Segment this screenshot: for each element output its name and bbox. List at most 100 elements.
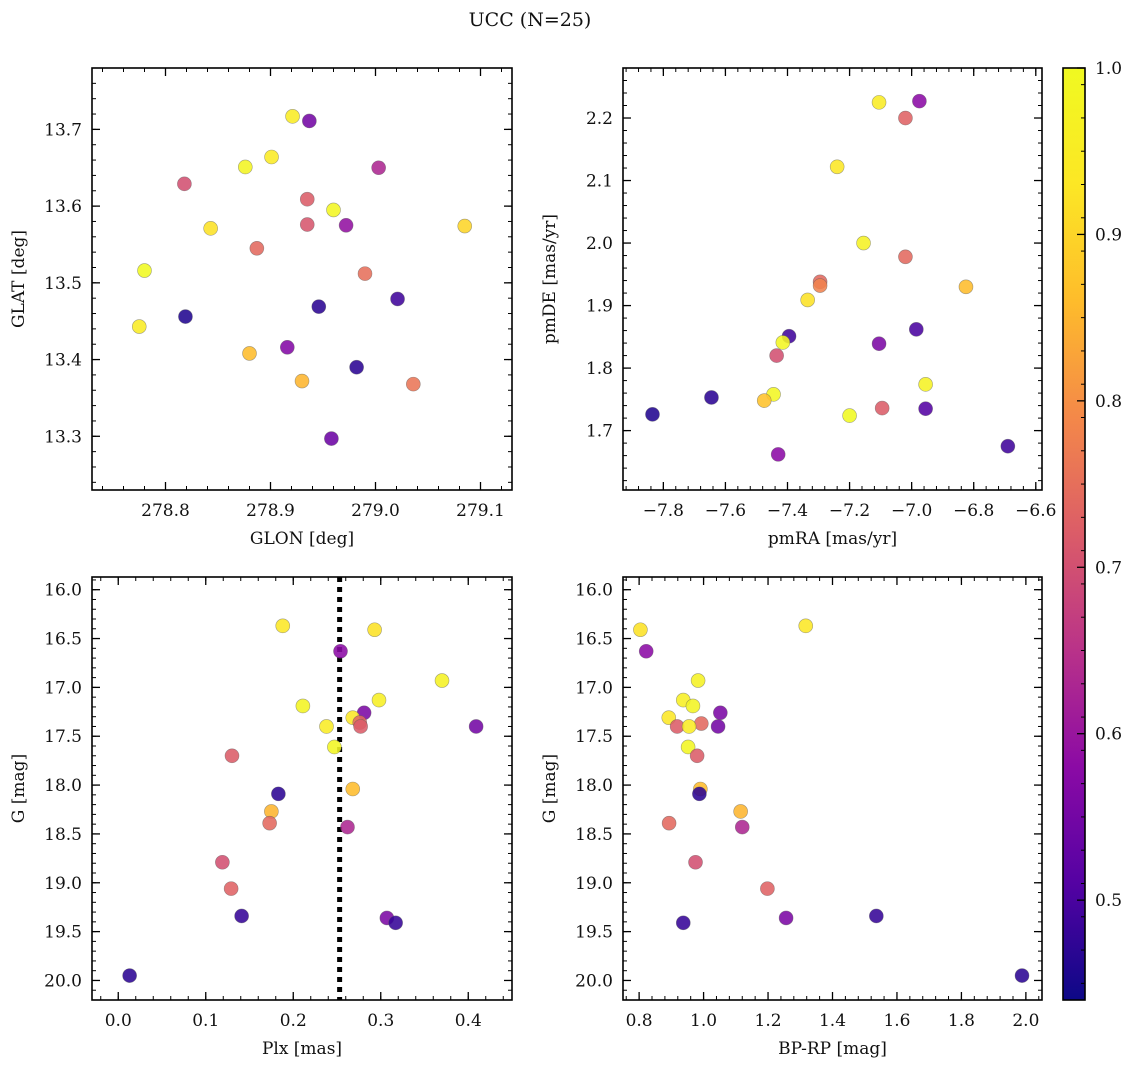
x-tick-label: −6.8 bbox=[953, 501, 994, 521]
y-tick-label: 17.5 bbox=[44, 727, 82, 747]
data-point bbox=[733, 804, 748, 819]
data-point bbox=[958, 279, 974, 295]
data-point bbox=[319, 719, 334, 734]
x-tick-label: 0.2 bbox=[280, 1011, 307, 1031]
x-tick-label: 1.6 bbox=[883, 1011, 910, 1031]
data-point bbox=[357, 266, 373, 281]
data-point bbox=[223, 881, 239, 896]
data-point bbox=[918, 377, 933, 392]
data-point bbox=[769, 348, 784, 363]
y-tick-label: 13.4 bbox=[44, 351, 82, 371]
data-point bbox=[689, 748, 705, 764]
data-point bbox=[778, 910, 794, 926]
data-point bbox=[710, 719, 726, 734]
x-axis-label: GLON [deg] bbox=[250, 529, 354, 549]
y-tick-label: 18.5 bbox=[44, 825, 82, 845]
data-point bbox=[238, 159, 253, 175]
data-point bbox=[299, 191, 315, 207]
data-point bbox=[798, 618, 814, 634]
y-tick-label: 17.5 bbox=[575, 727, 613, 747]
data-point bbox=[349, 359, 364, 375]
data-point bbox=[1014, 968, 1030, 983]
plot-frame bbox=[622, 67, 1043, 491]
data-point bbox=[324, 431, 339, 446]
x-tick-label: 278.9 bbox=[246, 501, 295, 521]
x-tick-label: −7.2 bbox=[829, 501, 870, 521]
x-tick-label: 1.0 bbox=[690, 1011, 717, 1031]
data-point bbox=[713, 705, 728, 721]
y-tick-label: 1.8 bbox=[586, 359, 613, 379]
data-point bbox=[734, 819, 750, 835]
x-tick-label: −7.8 bbox=[643, 501, 684, 521]
data-point bbox=[688, 854, 703, 870]
y-axis-label: pmDE [mas/yr] bbox=[540, 214, 560, 344]
y-tick-label: 1.7 bbox=[586, 422, 613, 442]
y-tick-label: 19.5 bbox=[44, 923, 82, 943]
x-tick-label: −7.6 bbox=[705, 501, 746, 521]
y-tick-label: 19.5 bbox=[575, 923, 613, 943]
data-point bbox=[645, 407, 660, 422]
data-point bbox=[275, 618, 291, 634]
y-tick-label: 16.0 bbox=[575, 581, 613, 601]
data-point bbox=[224, 748, 240, 764]
data-point bbox=[388, 915, 403, 931]
data-point bbox=[661, 815, 677, 831]
data-point bbox=[692, 786, 707, 802]
data-point bbox=[775, 335, 791, 350]
data-point bbox=[694, 716, 709, 731]
y-tick-label: 16.5 bbox=[44, 630, 82, 650]
scatter-panel-4: 0.8 1.0 1.2 1.4 1.6 1.8 2.0 16.0 16.5 17.0 17.5 18.… bbox=[540, 576, 1043, 1059]
y-tick-label: 19.0 bbox=[44, 874, 82, 894]
data-point bbox=[353, 719, 368, 734]
data-point bbox=[457, 218, 473, 234]
data-point bbox=[295, 698, 311, 714]
y-tick-label: 16.5 bbox=[575, 630, 613, 650]
data-point bbox=[918, 401, 933, 417]
data-point bbox=[234, 908, 249, 924]
data-point bbox=[262, 815, 277, 831]
colorbar-tick-label: 0.9 bbox=[1095, 225, 1122, 245]
plot-frame bbox=[91, 67, 513, 491]
data-point bbox=[756, 393, 772, 408]
x-axis-label: BP-RP [mag] bbox=[778, 1039, 887, 1059]
data-point bbox=[177, 176, 192, 192]
y-tick-label: 20.0 bbox=[575, 971, 613, 991]
data-point bbox=[285, 109, 300, 124]
figure-title: UCC (N=25) bbox=[469, 9, 592, 31]
y-tick-label: 20.0 bbox=[44, 971, 82, 991]
x-tick-label: 0.1 bbox=[192, 1011, 219, 1031]
y-tick-label: 19.0 bbox=[575, 874, 613, 894]
x-tick-label: 2.0 bbox=[1012, 1011, 1039, 1031]
x-tick-label: 1.4 bbox=[819, 1011, 846, 1031]
scatter-panel-3: 0.0 0.1 0.2 0.3 0.4 16.0 16.5 17.0 17.5 18.0 18.5 1… bbox=[9, 576, 513, 1059]
y-tick-label: 2.2 bbox=[586, 109, 613, 129]
y-tick-label: 18.0 bbox=[575, 776, 613, 796]
plot-frame bbox=[622, 576, 1043, 1001]
data-point bbox=[812, 278, 828, 293]
data-point bbox=[681, 719, 697, 734]
y-axis-label: G [mag] bbox=[540, 754, 560, 823]
colorbar-tick-label: 0.8 bbox=[1095, 392, 1122, 412]
data-point bbox=[871, 95, 887, 110]
minor-ticks bbox=[92, 577, 512, 1001]
x-axis-label: Plx [mas] bbox=[262, 1039, 342, 1059]
colorbar-gradient bbox=[1063, 68, 1085, 1000]
data-point bbox=[371, 692, 387, 708]
x-tick-label: −7.0 bbox=[891, 501, 932, 521]
data-point bbox=[434, 673, 450, 688]
data-point bbox=[178, 309, 193, 324]
data-point bbox=[842, 408, 857, 423]
data-point bbox=[898, 110, 913, 126]
y-tick-label: 13.7 bbox=[44, 120, 82, 140]
data-point bbox=[468, 719, 484, 734]
data-point bbox=[203, 221, 218, 236]
y-tick-label: 18.0 bbox=[44, 776, 82, 796]
data-point bbox=[326, 202, 341, 218]
data-point bbox=[299, 217, 315, 232]
data-point bbox=[760, 881, 775, 896]
data-point bbox=[333, 643, 348, 659]
y-axis-label: G [mag] bbox=[9, 754, 29, 823]
data-point bbox=[279, 339, 295, 355]
plot-frame bbox=[91, 576, 513, 1001]
